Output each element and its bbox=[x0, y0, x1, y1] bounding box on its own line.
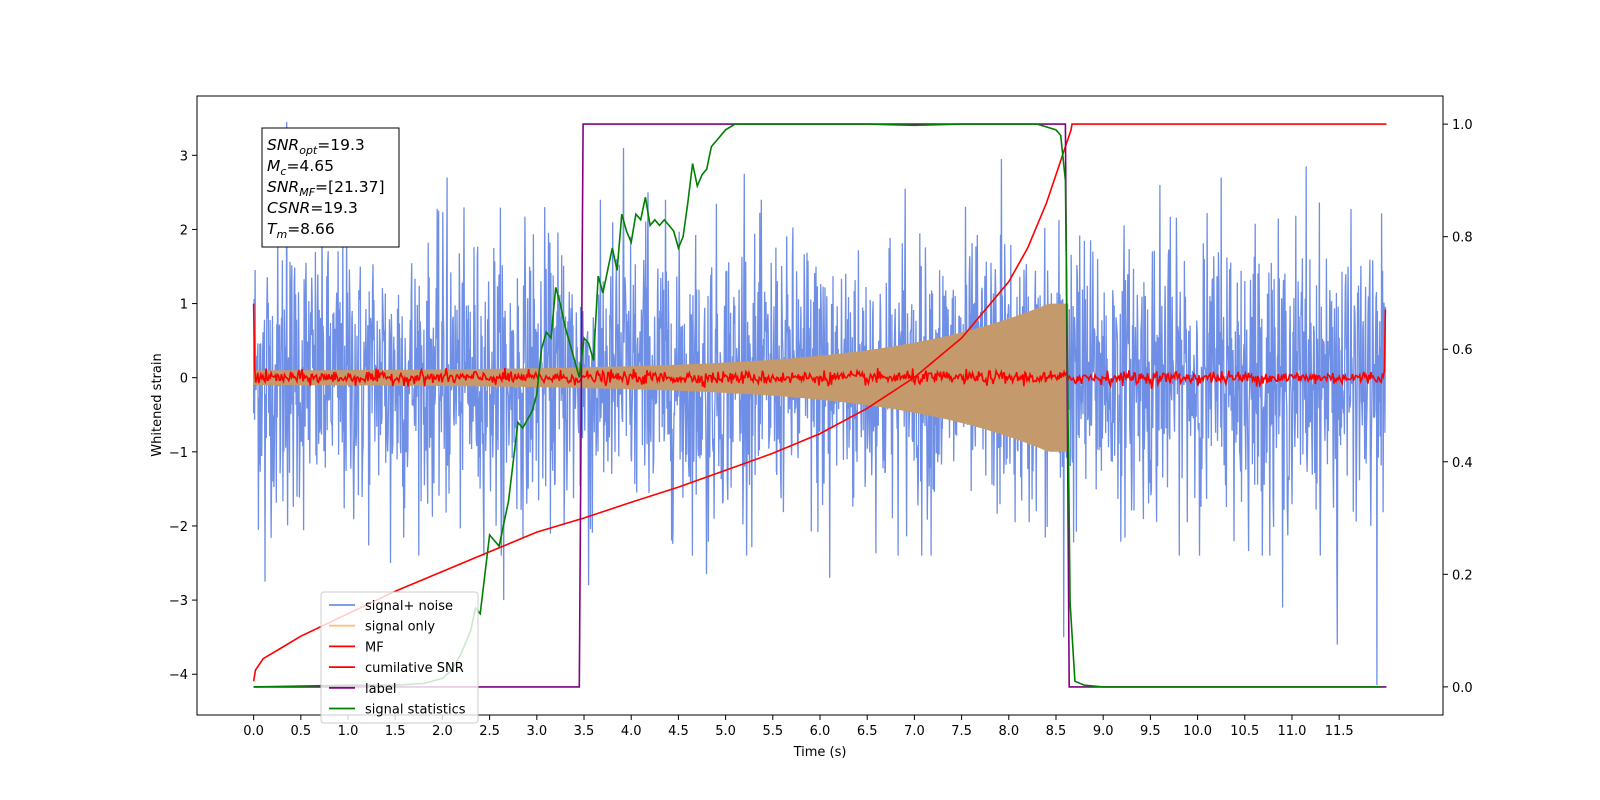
x-tick-label: 10.5 bbox=[1230, 724, 1259, 739]
legend-label: signal statistics bbox=[365, 703, 466, 718]
series-signal-statistics bbox=[253, 123, 1382, 688]
annotation-frame bbox=[261, 127, 400, 248]
annotation-line: Tm=8.66 bbox=[267, 220, 335, 241]
legend-label: signal only bbox=[365, 620, 435, 635]
y-tick-label: 1 bbox=[180, 298, 188, 313]
annotation-box: SNRopt=19.3Mc=4.65SNRMF=[21.37]CSNR=19.3… bbox=[261, 127, 400, 248]
legend-label: signal+ noise bbox=[365, 599, 453, 614]
y-axis-right: 0.0 0.2 0.4 0.6 0.8 1.0 bbox=[1443, 118, 1473, 696]
y-axis-left: −4 −3 −2 −1 0 1 2 3 bbox=[169, 149, 197, 683]
y-right-tick-label: 1.0 bbox=[1452, 118, 1473, 133]
x-tick-label: 5.0 bbox=[715, 724, 736, 739]
x-tick-label: 7.0 bbox=[904, 724, 925, 739]
legend: signal+ noise signal only MF cumilative SNR… bbox=[320, 591, 479, 724]
x-axis-label: Time (s) bbox=[793, 745, 847, 760]
legend-frame bbox=[320, 591, 479, 724]
legend-label: cumilative SNR bbox=[365, 661, 464, 676]
x-tick-label: 2.0 bbox=[432, 724, 453, 739]
x-tick-label: 11.0 bbox=[1277, 724, 1306, 739]
y-tick-label: 0 bbox=[180, 372, 188, 387]
y-tick-label: −3 bbox=[169, 594, 188, 609]
x-tick-label: 1.5 bbox=[385, 724, 406, 739]
y-right-tick-label: 0.4 bbox=[1452, 456, 1473, 471]
plot-area bbox=[252, 121, 1387, 688]
annotation-line: SNRopt=19.3 bbox=[267, 136, 365, 157]
x-tick-label: 9.0 bbox=[1093, 724, 1114, 739]
x-tick-label: 0.5 bbox=[290, 724, 311, 739]
annotation-line: SNRMF=[21.37] bbox=[267, 178, 385, 199]
x-tick-label: 2.5 bbox=[479, 724, 500, 739]
x-tick-label: 8.5 bbox=[1046, 724, 1067, 739]
x-tick-label: 4.5 bbox=[668, 724, 689, 739]
y-tick-label: −4 bbox=[169, 668, 188, 683]
y-tick-label: −1 bbox=[169, 446, 188, 461]
y-right-tick-label: 0.2 bbox=[1452, 568, 1473, 583]
y-tick-label: −2 bbox=[169, 520, 188, 535]
x-tick-label: 0.0 bbox=[243, 724, 264, 739]
series-mf bbox=[252, 303, 1387, 389]
legend-label: MF bbox=[365, 640, 384, 655]
y-right-tick-label: 0.8 bbox=[1452, 231, 1473, 246]
x-tick-label: 6.0 bbox=[810, 724, 831, 739]
series-signal-only bbox=[253, 303, 1069, 452]
legend-label: label bbox=[365, 682, 396, 697]
x-tick-label: 10.0 bbox=[1183, 724, 1212, 739]
y-axis-label: Whitened strain bbox=[150, 353, 165, 456]
y-right-tick-label: 0.0 bbox=[1452, 681, 1473, 696]
x-axis: 0.0 0.5 1.0 1.5 2.0 2.5 3.0 3.5 4.0 4.5 5.0 5.5 6.0 6… bbox=[243, 715, 1354, 739]
x-tick-label: 11.5 bbox=[1325, 724, 1354, 739]
x-tick-label: 6.5 bbox=[857, 724, 878, 739]
annotation-line: CSNR=19.3 bbox=[267, 199, 358, 217]
annotation-line: Mc=4.65 bbox=[267, 157, 334, 178]
y-tick-label: 2 bbox=[180, 223, 188, 238]
y-right-tick-label: 0.6 bbox=[1452, 343, 1473, 358]
x-tick-label: 8.0 bbox=[998, 724, 1019, 739]
x-tick-label: 3.0 bbox=[526, 724, 547, 739]
y-tick-label: 3 bbox=[180, 149, 188, 164]
x-tick-label: 3.5 bbox=[574, 724, 595, 739]
x-tick-label: 5.5 bbox=[762, 724, 783, 739]
x-tick-label: 1.0 bbox=[338, 724, 359, 739]
x-tick-label: 9.5 bbox=[1140, 724, 1161, 739]
x-tick-label: 7.5 bbox=[951, 724, 972, 739]
series-cumilative-snr bbox=[252, 123, 1387, 682]
x-tick-label: 4.0 bbox=[621, 724, 642, 739]
